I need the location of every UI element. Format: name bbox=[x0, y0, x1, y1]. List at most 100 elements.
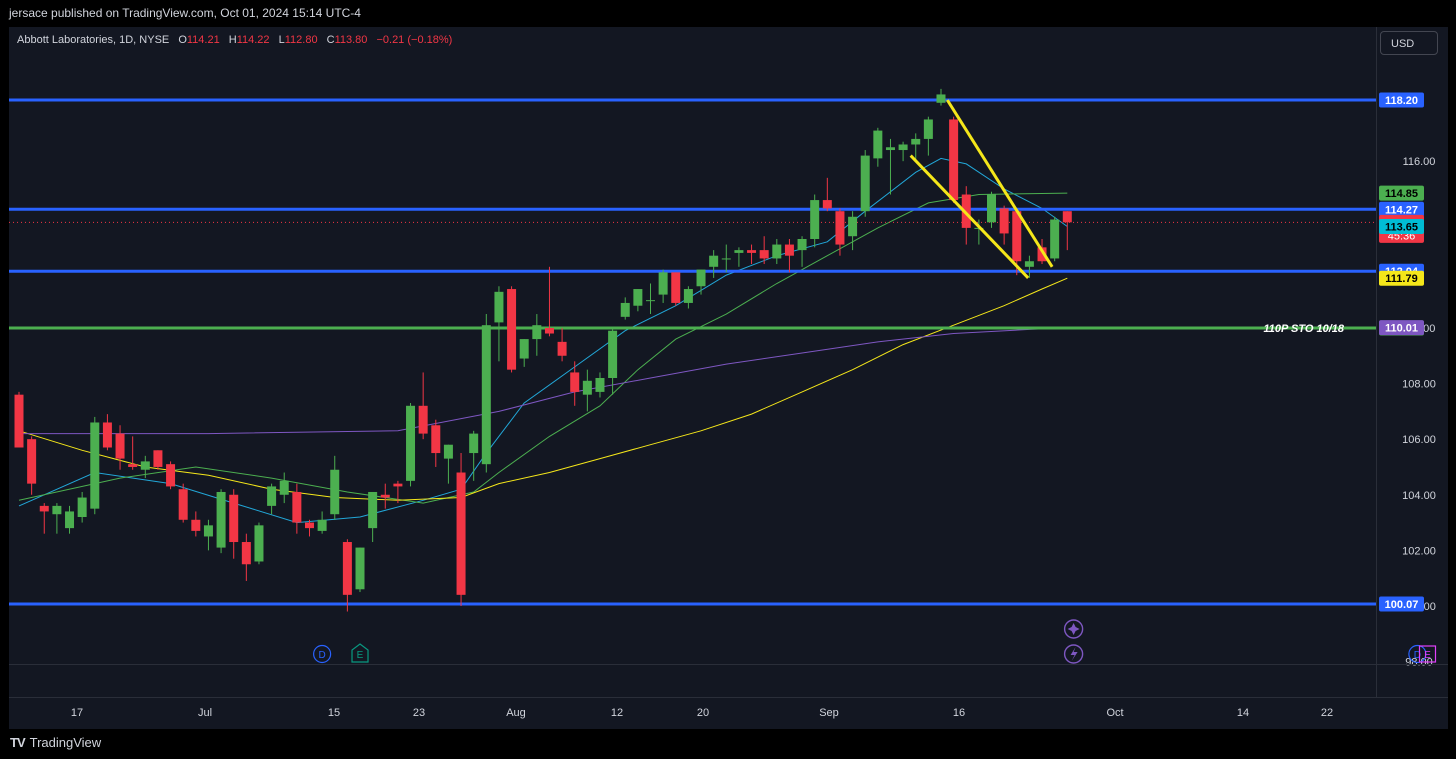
candle-body bbox=[544, 327, 554, 334]
candle-body bbox=[481, 325, 491, 465]
price-tag-bg bbox=[1379, 596, 1424, 612]
moving-average-line-2 bbox=[18, 192, 1068, 504]
tradingview-logo[interactable]: TV TradingView bbox=[10, 735, 101, 750]
x-tick-label: Aug bbox=[506, 707, 526, 719]
x-tick-label: 22 bbox=[1321, 707, 1333, 719]
candle-body bbox=[241, 542, 251, 565]
candle-body bbox=[456, 472, 466, 595]
moving-average-line-4 bbox=[19, 327, 1068, 435]
x-tick-label: 20 bbox=[697, 707, 709, 719]
candle-body bbox=[1037, 247, 1047, 262]
candle-body bbox=[102, 422, 112, 448]
price-tag-bg bbox=[1379, 270, 1424, 286]
candle-body bbox=[279, 480, 289, 495]
candle-body bbox=[860, 155, 870, 212]
event-marker-label: E bbox=[357, 650, 364, 661]
candle-body bbox=[431, 425, 441, 454]
candle-body bbox=[721, 258, 731, 260]
candle-body bbox=[923, 119, 933, 139]
price-tag-label: 114.27 bbox=[1385, 204, 1418, 216]
footer-divider bbox=[9, 697, 1448, 698]
candle-body bbox=[1012, 211, 1022, 262]
candle-body bbox=[646, 300, 655, 302]
candle-body bbox=[267, 486, 277, 506]
chart-panel[interactable]: 110P STO 10/1898.00100.00102.00104.00106… bbox=[9, 27, 1448, 729]
symbol-legend: Abbott Laboratories, 1D, NYSE O114.21 H1… bbox=[17, 34, 452, 46]
change-value: −0.21 (−0.18%) bbox=[376, 34, 453, 46]
low-value: 112.80 bbox=[284, 34, 318, 46]
close-value: 113.80 bbox=[334, 34, 368, 46]
candle-body bbox=[178, 489, 188, 520]
dividend-marker bbox=[313, 644, 332, 664]
candle-body bbox=[229, 494, 239, 543]
candle-body bbox=[519, 339, 529, 359]
price-tag-label: 118.20 bbox=[1385, 95, 1418, 107]
y-tick-label: 104.00 bbox=[1402, 490, 1436, 502]
candle-body bbox=[987, 194, 997, 223]
symbol-title[interactable]: Abbott Laboratories, 1D, NYSE bbox=[17, 34, 170, 46]
candle-body bbox=[469, 433, 479, 454]
candle-body bbox=[709, 255, 719, 267]
event-marker-label: D bbox=[1414, 650, 1421, 661]
y-tick-label: 108.00 bbox=[1402, 379, 1436, 391]
wedge-trendline-1 bbox=[909, 154, 1030, 279]
moving-average-line-3 bbox=[18, 277, 1068, 501]
price-tag-bg bbox=[1379, 92, 1424, 108]
event-marker-label: E bbox=[1424, 650, 1431, 661]
x-tick-label: 23 bbox=[413, 707, 425, 719]
candle-body bbox=[633, 289, 643, 306]
candle-body bbox=[65, 511, 75, 529]
split-icon bbox=[1063, 644, 1084, 664]
lightning-icon bbox=[1070, 647, 1078, 661]
earnings-marker bbox=[1418, 645, 1437, 663]
candle-body bbox=[1024, 261, 1034, 267]
candle-body bbox=[734, 250, 744, 253]
candle-body bbox=[418, 405, 428, 434]
price-tag-bg bbox=[1379, 201, 1424, 217]
close-key: C bbox=[326, 34, 335, 46]
open-value: 114.21 bbox=[186, 34, 220, 46]
price-tag-label: 110.01 bbox=[1385, 323, 1418, 335]
x-tick-label: Sep bbox=[819, 707, 839, 719]
price-tag-bg bbox=[1379, 218, 1424, 234]
price-tag-bg bbox=[1379, 185, 1424, 201]
candle-body bbox=[203, 525, 213, 537]
candle-body bbox=[532, 325, 542, 340]
currency-button[interactable]: USD bbox=[1380, 31, 1438, 55]
candle-body bbox=[140, 461, 150, 470]
candle-body bbox=[797, 239, 807, 251]
candle-body bbox=[330, 469, 340, 515]
x-tick-label: Oct bbox=[1106, 707, 1123, 719]
candle-body bbox=[873, 130, 883, 159]
candle-body bbox=[153, 450, 163, 467]
candlestick-chart[interactable]: 110P STO 10/1898.00100.00102.00104.00106… bbox=[9, 27, 1448, 729]
candle-body bbox=[304, 522, 314, 529]
candle-body bbox=[355, 547, 365, 590]
candle-body bbox=[1062, 211, 1072, 223]
x-tick-label: 17 bbox=[71, 707, 83, 719]
candle-body bbox=[342, 542, 352, 595]
candle-body bbox=[582, 380, 592, 395]
candle-body bbox=[557, 341, 567, 356]
candle-body bbox=[380, 494, 390, 498]
candle-body bbox=[52, 505, 62, 515]
candle-body bbox=[570, 372, 580, 392]
candle-body bbox=[784, 244, 794, 256]
candle-body bbox=[848, 216, 858, 237]
candle-body bbox=[393, 483, 403, 487]
candle-body bbox=[772, 244, 782, 259]
tradingview-brand: TradingView bbox=[29, 735, 102, 750]
candle-body bbox=[191, 519, 201, 531]
candle-body bbox=[911, 138, 921, 145]
wedge-trendline-2 bbox=[946, 99, 1054, 268]
candle-body bbox=[128, 464, 138, 467]
candle-body bbox=[1050, 219, 1060, 259]
candle-body bbox=[696, 269, 706, 287]
candle-body bbox=[507, 289, 517, 370]
candle-body bbox=[658, 272, 668, 295]
candle-body bbox=[747, 250, 757, 253]
candle-body bbox=[166, 464, 176, 487]
candle-body bbox=[317, 519, 327, 531]
candle-body bbox=[115, 433, 125, 459]
publish-caption: jersace published on TradingView.com, Oc… bbox=[9, 6, 361, 20]
